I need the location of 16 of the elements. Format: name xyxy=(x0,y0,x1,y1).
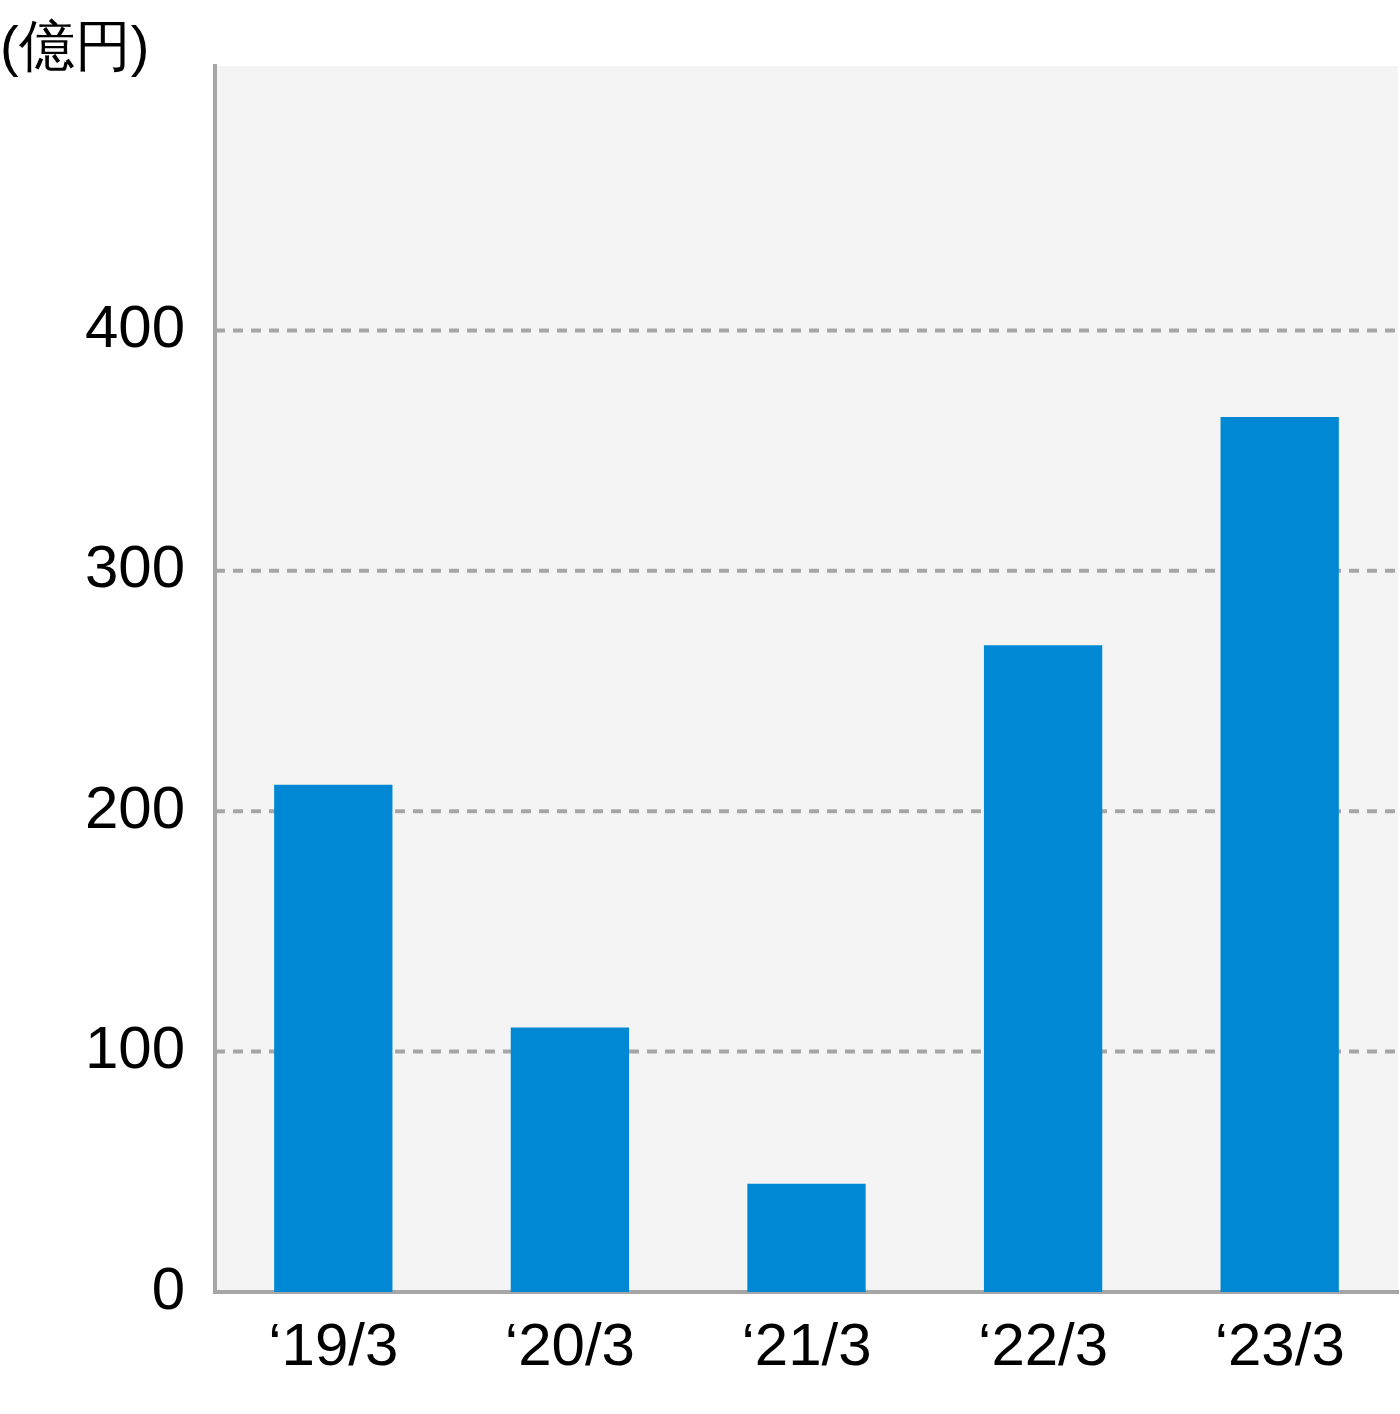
x-tick-label: ‘21/3 xyxy=(741,1310,872,1378)
x-tick-label: ‘20/3 xyxy=(504,1310,635,1378)
y-tick-label: 0 xyxy=(151,1254,185,1322)
y-tick-label: 400 xyxy=(84,292,185,360)
bar xyxy=(983,645,1103,1292)
y-tick-label: 100 xyxy=(84,1014,185,1082)
y-tick-label: 200 xyxy=(84,773,185,841)
bar xyxy=(510,1027,630,1292)
bar xyxy=(747,1183,866,1292)
x-tick-label: ‘22/3 xyxy=(978,1310,1109,1378)
y-axis-title: (億円) xyxy=(0,14,150,78)
y-tick-label: 300 xyxy=(84,533,185,601)
x-tick-label: ‘23/3 xyxy=(1214,1310,1345,1378)
bar xyxy=(274,784,393,1292)
bar xyxy=(1220,416,1339,1292)
x-tick-label: ‘19/3 xyxy=(268,1310,399,1378)
